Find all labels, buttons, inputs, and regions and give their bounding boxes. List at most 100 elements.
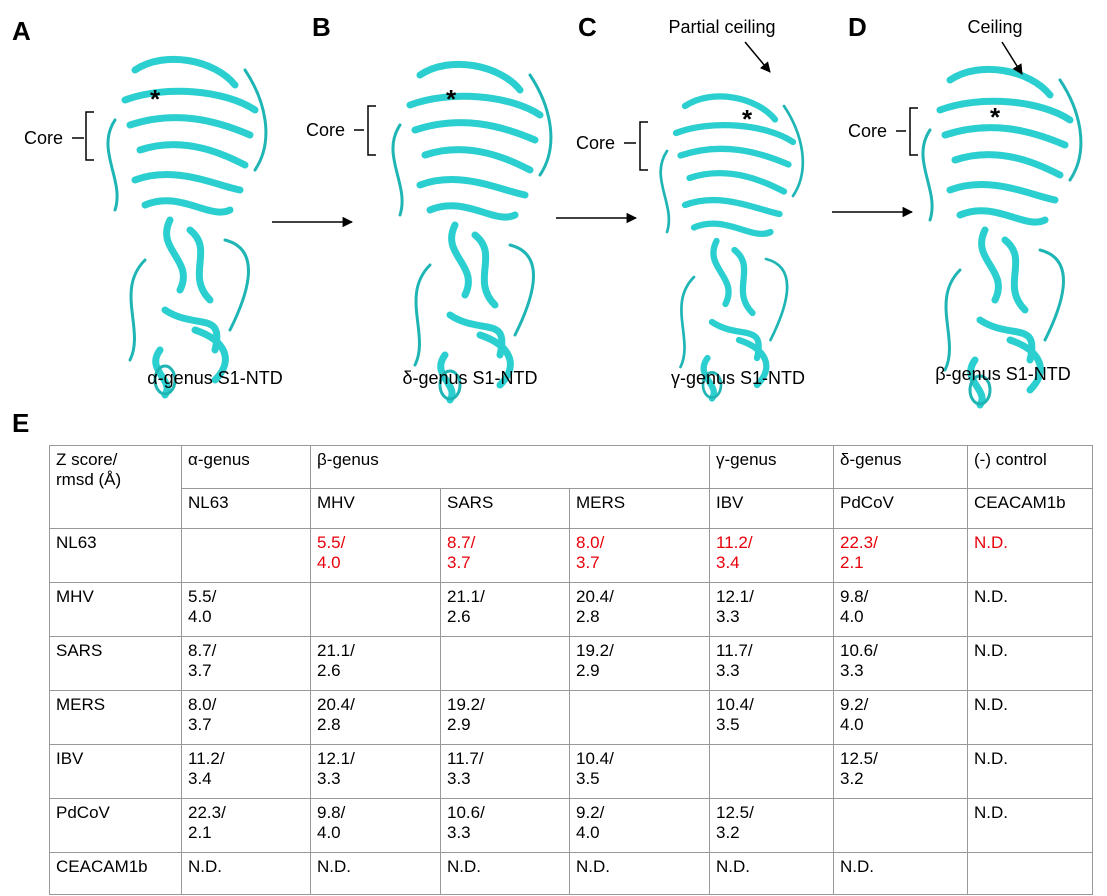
table-cell: 9.2/ 4.0 [834,691,968,745]
panel-caption: γ-genus S1-NTD [671,368,805,388]
table-cell: 11.2/ 3.4 [710,529,834,583]
panel-letter: C [578,12,597,42]
table-cell: 12.1/ 3.3 [710,583,834,637]
column-header: MERS [570,489,710,529]
table-cell: N.D. [968,583,1093,637]
table-cell: 11.7/ 3.3 [441,745,570,799]
table-cell [570,691,710,745]
row-header: IBV [50,745,182,799]
row-header: CEACAM1b [50,853,182,895]
table-cell: N.D. [968,691,1093,745]
core-bracket [354,106,376,155]
page: A B C D Core Core Core Core * * * * Part… [0,0,1107,896]
core-bracket [896,108,918,155]
table-cell: N.D. [968,529,1093,583]
panel-caption: α-genus S1-NTD [147,368,282,388]
table-cell: 10.4/ 3.5 [710,691,834,745]
table-cell: 5.5/ 4.0 [182,583,311,637]
asterisk: * [990,102,1001,132]
asterisk: * [150,84,161,114]
table-cell: 22.3/ 2.1 [182,799,311,853]
core-label: Core [24,128,63,148]
core-bracket [72,112,94,160]
group-header: (-) control [968,446,1093,489]
protein-structure [393,64,551,400]
table-cell: 10.4/ 3.5 [570,745,710,799]
row-header: MHV [50,583,182,637]
table-row: SARS8.7/ 3.721.1/ 2.619.2/ 2.911.7/ 3.31… [50,637,1093,691]
table-cell: N.D. [441,853,570,895]
table-cell: N.D. [834,853,968,895]
table-cell: 19.2/ 2.9 [570,637,710,691]
table-cell: N.D. [182,853,311,895]
panel-letter: A [12,16,31,46]
table-cell: N.D. [968,799,1093,853]
group-header: δ-genus [834,446,968,489]
protein-structure [661,96,803,398]
table-cell: 9.8/ 4.0 [834,583,968,637]
table-cell: N.D. [311,853,441,895]
table-cell [968,853,1093,895]
column-header: CEACAM1b [968,489,1093,529]
panel-letter: E [12,408,29,438]
core-label: Core [848,121,887,141]
table-cell: 20.4/ 2.8 [570,583,710,637]
table-cell: 21.1/ 2.6 [441,583,570,637]
table-cell: N.D. [968,637,1093,691]
table-cell: 12.1/ 3.3 [311,745,441,799]
core-label: Core [306,120,345,140]
table-cell: 20.4/ 2.8 [311,691,441,745]
panel-letter: D [848,12,867,42]
corner-header: Z score/ rmsd (Å) [50,446,182,529]
table-cell: 8.7/ 3.7 [182,637,311,691]
row-header: NL63 [50,529,182,583]
panel-letter: B [312,12,331,42]
table-cell: 12.5/ 3.2 [834,745,968,799]
asterisk: * [742,104,753,134]
protein-structure [108,59,266,395]
column-header: IBV [710,489,834,529]
table-cell: N.D. [710,853,834,895]
table-cell: 5.5/ 4.0 [311,529,441,583]
table-cell: 19.2/ 2.9 [441,691,570,745]
column-header: SARS [441,489,570,529]
table-cell: 9.8/ 4.0 [311,799,441,853]
table-cell: N.D. [968,745,1093,799]
table-cell: 11.7/ 3.3 [710,637,834,691]
table-cell: 8.7/ 3.7 [441,529,570,583]
table-cell: 22.3/ 2.1 [834,529,968,583]
group-header: γ-genus [710,446,834,489]
table-cell: 8.0/ 3.7 [182,691,311,745]
table-cell: 8.0/ 3.7 [570,529,710,583]
row-header: MERS [50,691,182,745]
protein-structure [923,69,1081,405]
group-header: α-genus [182,446,311,489]
table-cell: 9.2/ 4.0 [570,799,710,853]
annotation: Ceiling [967,17,1022,37]
table-cell [441,637,570,691]
column-header: NL63 [182,489,311,529]
core-label: Core [576,133,615,153]
annotation-arrow [745,42,770,72]
annotation: Partial ceiling [668,17,775,37]
table-cell: 21.1/ 2.6 [311,637,441,691]
group-header: β-genus [311,446,710,489]
row-header: PdCoV [50,799,182,853]
figure-panels: A B C D Core Core Core Core * * * * Part… [0,0,1107,445]
table-cell [710,745,834,799]
table-cell: 11.2/ 3.4 [182,745,311,799]
table-cell: 12.5/ 3.2 [710,799,834,853]
core-bracket [624,122,648,170]
table-cell: 10.6/ 3.3 [441,799,570,853]
table-cell [182,529,311,583]
column-header: PdCoV [834,489,968,529]
table-cell: 10.6/ 3.3 [834,637,968,691]
